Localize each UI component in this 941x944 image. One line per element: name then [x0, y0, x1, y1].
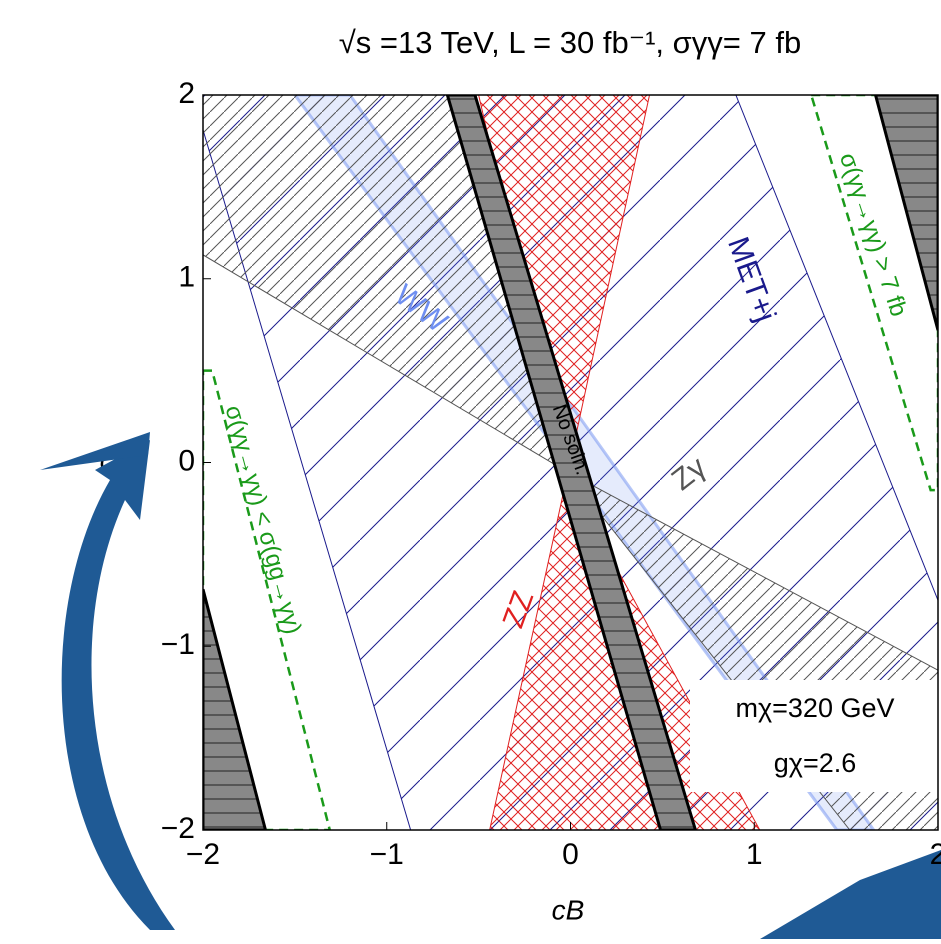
x-axis-label: cB [552, 894, 585, 925]
x-tick-label: 1 [746, 838, 763, 871]
param-label: mχ=320 GeV [735, 693, 894, 723]
x-tick-label: 2 [930, 838, 941, 871]
chart: √s =13 TeV, L = 30 fb⁻¹, σγγ= 7 fb cB cW… [0, 0, 941, 939]
y-tick-label: 0 [178, 444, 195, 477]
chart-title: √s =13 TeV, L = 30 fb⁻¹, σγγ= 7 fb [339, 25, 801, 60]
x-tick-label: 0 [562, 838, 579, 871]
y-tick-label: 2 [178, 77, 195, 110]
y-tick-label: 1 [178, 261, 195, 294]
param-label: gχ=2.6 [774, 748, 857, 778]
x-tick-label: −1 [370, 838, 404, 871]
y-tick-label: −1 [161, 628, 195, 661]
y-tick-label: −2 [161, 812, 195, 845]
